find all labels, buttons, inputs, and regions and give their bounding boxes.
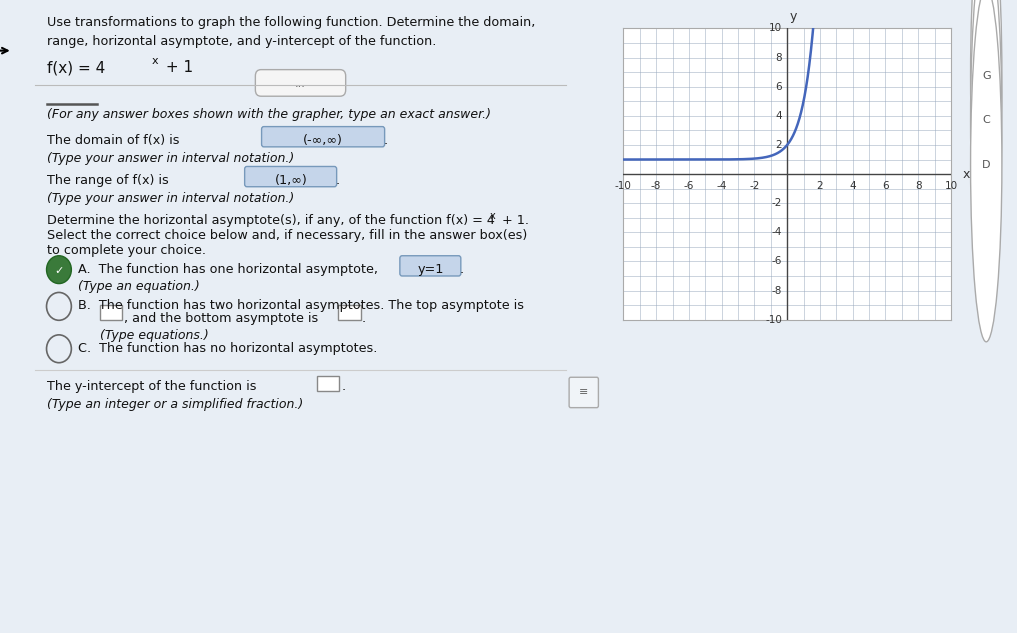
Text: (-∞,∞): (-∞,∞)	[303, 134, 343, 147]
FancyBboxPatch shape	[317, 376, 340, 391]
FancyBboxPatch shape	[255, 70, 346, 96]
Text: (1,∞): (1,∞)	[275, 174, 307, 187]
Text: The y-intercept of the function is: The y-intercept of the function is	[47, 380, 256, 393]
FancyBboxPatch shape	[339, 305, 361, 320]
Text: C: C	[982, 115, 991, 125]
Text: -2: -2	[750, 181, 760, 191]
Text: y=1: y=1	[417, 263, 443, 276]
Text: ≡: ≡	[579, 387, 589, 398]
Text: y: y	[789, 9, 797, 23]
Text: f(x) = 4: f(x) = 4	[47, 60, 105, 75]
Text: G: G	[982, 71, 991, 81]
Text: x: x	[962, 168, 970, 180]
Text: x: x	[153, 56, 159, 66]
Text: Use transformations to graph the following function. Determine the domain,: Use transformations to graph the followi…	[47, 16, 535, 29]
Text: (Type an equation.): (Type an equation.)	[77, 280, 199, 293]
FancyBboxPatch shape	[261, 127, 384, 147]
Text: range, horizontal asymptote, and y-intercept of the function.: range, horizontal asymptote, and y-inter…	[47, 35, 436, 48]
Text: .: .	[362, 312, 366, 325]
Text: .: .	[383, 134, 387, 147]
Text: -8: -8	[651, 181, 661, 191]
Text: Select the correct choice below and, if necessary, fill in the answer box(es): Select the correct choice below and, if …	[47, 229, 527, 242]
Text: 4: 4	[776, 111, 782, 121]
Text: (Type your answer in interval notation.): (Type your answer in interval notation.)	[47, 152, 294, 165]
FancyBboxPatch shape	[245, 166, 337, 187]
Text: (Type equations.): (Type equations.)	[100, 329, 208, 342]
Text: ...: ...	[295, 79, 306, 89]
Text: 10: 10	[945, 181, 957, 191]
FancyBboxPatch shape	[100, 305, 122, 320]
Circle shape	[47, 256, 71, 284]
Text: The domain of f(x) is: The domain of f(x) is	[47, 134, 179, 147]
Text: -4: -4	[716, 181, 727, 191]
Text: .: .	[336, 174, 341, 187]
Text: 8: 8	[915, 181, 921, 191]
FancyBboxPatch shape	[570, 377, 598, 408]
Text: -10: -10	[766, 315, 782, 325]
Text: -8: -8	[772, 285, 782, 296]
Text: 10: 10	[769, 23, 782, 34]
Circle shape	[970, 0, 1002, 342]
Text: 2: 2	[776, 140, 782, 150]
Text: 6: 6	[776, 82, 782, 92]
Text: , and the bottom asymptote is: , and the bottom asymptote is	[124, 312, 318, 325]
Text: .: .	[460, 263, 464, 276]
Text: + 1.: + 1.	[497, 214, 529, 227]
Text: to complete your choice.: to complete your choice.	[47, 244, 205, 258]
Text: C.  The function has no horizontal asymptotes.: C. The function has no horizontal asympt…	[77, 342, 377, 355]
Text: x: x	[490, 211, 496, 222]
Circle shape	[970, 0, 1002, 253]
Text: B.  The function has two horizontal asymptotes. The top asymptote is: B. The function has two horizontal asymp…	[77, 299, 524, 313]
Text: 8: 8	[776, 53, 782, 63]
Text: 4: 4	[849, 181, 856, 191]
FancyBboxPatch shape	[400, 256, 461, 276]
Text: A.  The function has one horizontal asymptote,: A. The function has one horizontal asymp…	[77, 263, 377, 276]
Text: Determine the horizontal asymptote(s), if any, of the function f(x) = 4: Determine the horizontal asymptote(s), i…	[47, 214, 494, 227]
Text: -10: -10	[615, 181, 632, 191]
Text: -4: -4	[772, 227, 782, 237]
Text: .: .	[341, 380, 346, 393]
Circle shape	[970, 0, 1002, 298]
Text: (Type your answer in interval notation.): (Type your answer in interval notation.)	[47, 192, 294, 205]
Text: ✓: ✓	[54, 266, 64, 276]
Text: + 1: + 1	[161, 60, 193, 75]
Text: 2: 2	[817, 181, 823, 191]
Text: D: D	[982, 160, 991, 170]
Text: (Type an integer or a simplified fraction.): (Type an integer or a simplified fractio…	[47, 398, 303, 411]
Text: -6: -6	[772, 256, 782, 266]
Text: -6: -6	[683, 181, 695, 191]
Text: The range of f(x) is: The range of f(x) is	[47, 174, 168, 187]
Text: -2: -2	[772, 198, 782, 208]
Text: 6: 6	[882, 181, 889, 191]
Text: (For any answer boxes shown with the grapher, type an exact answer.): (For any answer boxes shown with the gra…	[47, 108, 490, 121]
